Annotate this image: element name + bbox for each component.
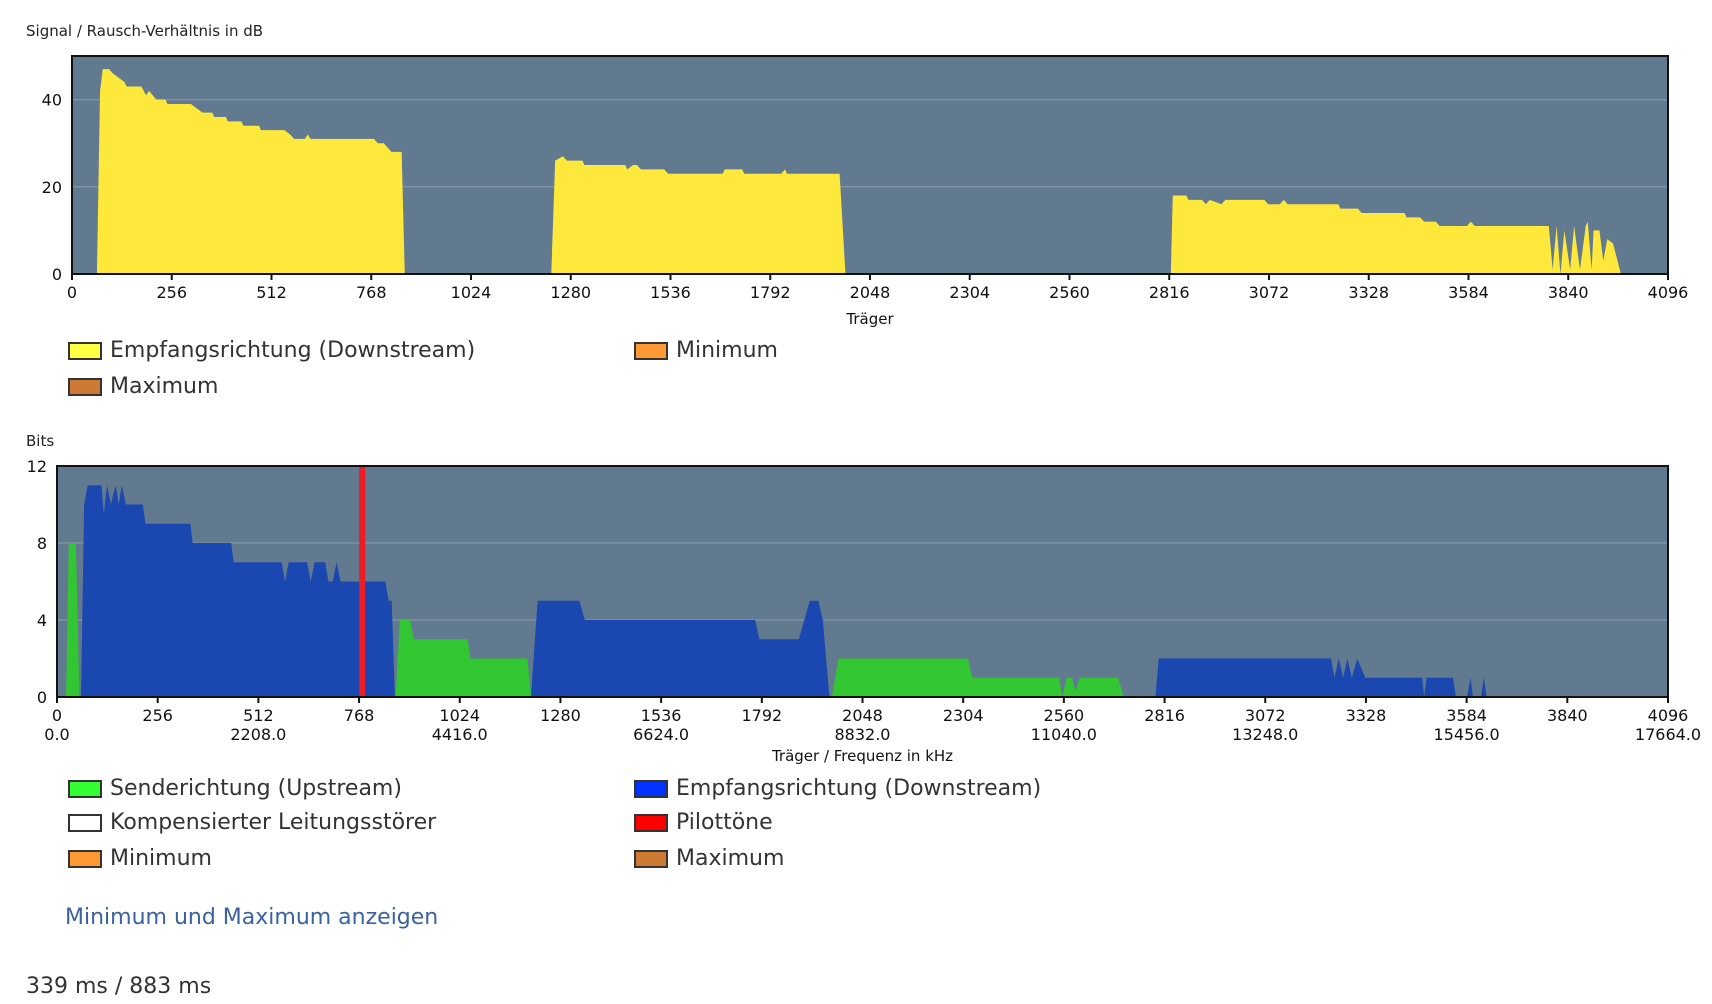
legend-bits-crosstalk[interactable]: Kompensierter Leitungsstörer	[68, 810, 436, 835]
legend-swatch	[634, 849, 668, 868]
series-area-0	[395, 620, 532, 697]
legend-swatch	[68, 377, 102, 396]
legend-label: Minimum	[676, 338, 778, 363]
pilot-tone-bar	[359, 466, 366, 697]
legend-snr-downstream[interactable]: Empfangsrichtung (Downstream)	[68, 338, 475, 363]
x-tick-label: 512	[256, 283, 287, 302]
x-tick-label: 2304	[943, 706, 984, 725]
y-tick-label: 4	[37, 611, 47, 630]
legend-swatch	[68, 341, 102, 360]
x-tick-label: 3840	[1547, 706, 1588, 725]
series-area-1	[530, 600, 830, 697]
y-tick-label: 0	[37, 688, 47, 707]
x-freq-label: 17664.0	[1635, 725, 1701, 744]
x-tick-label: 3072	[1249, 283, 1290, 302]
legend-label: Pilottöne	[676, 810, 773, 835]
legend-label: Minimum	[110, 846, 212, 871]
x-freq-label: 15456.0	[1434, 725, 1500, 744]
x-tick-label: 0	[52, 706, 62, 725]
legend-bits-maximum[interactable]: Maximum	[634, 846, 784, 871]
x-tick-label: 256	[156, 283, 187, 302]
x-tick-label: 2048	[850, 283, 891, 302]
bits-chart-ylabel: Bits	[26, 432, 55, 450]
show-min-max-link[interactable]: Minimum und Maximum anzeigen	[65, 905, 439, 930]
x-freq-label: 13248.0	[1232, 725, 1298, 744]
series-area-1	[1155, 658, 1487, 697]
x-tick-label: 768	[356, 283, 387, 302]
y-tick-label: 12	[27, 457, 47, 476]
series-area-0	[831, 658, 1124, 697]
x-freq-label: 0.0	[44, 725, 69, 744]
legend-bits-pilot[interactable]: Pilottöne	[634, 810, 773, 835]
y-tick-label: 40	[42, 91, 62, 110]
x-tick-label: 3328	[1348, 283, 1389, 302]
x-tick-label: 1280	[550, 283, 591, 302]
legend-swatch	[68, 813, 102, 832]
legend-bits-downstream[interactable]: Empfangsrichtung (Downstream)	[634, 776, 1041, 801]
legend-snr-minimum[interactable]: Minimum	[634, 338, 778, 363]
legend-swatch	[634, 341, 668, 360]
series-area-0	[66, 543, 80, 697]
legend-label: Empfangsrichtung (Downstream)	[676, 776, 1042, 801]
x-tick-label: 3328	[1346, 706, 1387, 725]
legend-snr-maximum[interactable]: Maximum	[68, 374, 218, 399]
snr-chart-title: Signal / Rausch-Verhältnis in dB	[26, 22, 264, 40]
legend-label: Maximum	[676, 846, 785, 871]
series-area-0	[96, 69, 405, 274]
timing-text: 339 ms / 883 ms	[26, 974, 212, 999]
x-tick-label: 2560	[1049, 283, 1090, 302]
x-tick-label: 2304	[949, 283, 990, 302]
x-freq-label: 6624.0	[633, 725, 689, 744]
x-tick-label: 512	[243, 706, 274, 725]
series-area-0	[551, 156, 846, 274]
x-tick-label: 3072	[1245, 706, 1286, 725]
x-tick-label: 4096	[1648, 706, 1689, 725]
x-freq-label: 2208.0	[230, 725, 286, 744]
legend-bits-minimum[interactable]: Minimum	[68, 846, 212, 871]
x-tick-label: 1280	[540, 706, 581, 725]
x-freq-label: 11040.0	[1031, 725, 1097, 744]
legend-label: Senderichtung (Upstream)	[110, 776, 402, 801]
x-axis-label: Träger / Frequenz in kHz	[771, 747, 953, 765]
x-tick-label: 1024	[439, 706, 480, 725]
legend-swatch	[634, 779, 668, 798]
x-axis-label: Träger	[845, 310, 894, 328]
x-tick-label: 0	[67, 283, 77, 302]
x-tick-label: 1792	[750, 283, 791, 302]
legend-bits-upstream[interactable]: Senderichtung (Upstream)	[68, 776, 402, 801]
x-tick-label: 3840	[1548, 283, 1589, 302]
x-tick-label: 2048	[842, 706, 883, 725]
x-tick-label: 2816	[1149, 283, 1190, 302]
legend-swatch	[634, 813, 668, 832]
y-tick-label: 0	[52, 265, 62, 284]
x-tick-label: 1536	[641, 706, 682, 725]
legend-label: Kompensierter Leitungsstörer	[110, 810, 437, 835]
x-tick-label: 1792	[741, 706, 782, 725]
x-freq-label: 8832.0	[835, 725, 891, 744]
x-tick-label: 2816	[1144, 706, 1185, 725]
series-area-0	[1170, 195, 1621, 274]
series-area-1	[80, 485, 395, 697]
y-tick-label: 20	[42, 178, 62, 197]
legend-swatch	[68, 849, 102, 868]
x-tick-label: 1024	[451, 283, 492, 302]
snr-chart: 0 20 40 0 256 512 768 1024 1280 1536 1792 2048 2304 2…	[42, 55, 1689, 328]
x-tick-label: 768	[344, 706, 375, 725]
x-tick-label: 4096	[1648, 283, 1689, 302]
x-tick-label: 3584	[1446, 706, 1487, 725]
x-tick-label: 3584	[1448, 283, 1489, 302]
y-tick-label: 8	[37, 534, 47, 553]
x-tick-label: 2560	[1044, 706, 1085, 725]
legend-label: Maximum	[110, 374, 219, 399]
x-tick-label: 256	[142, 706, 173, 725]
legend-swatch	[68, 779, 102, 798]
legend-label: Empfangsrichtung (Downstream)	[110, 338, 476, 363]
x-freq-label: 4416.0	[432, 725, 488, 744]
x-tick-label: 1536	[650, 283, 691, 302]
